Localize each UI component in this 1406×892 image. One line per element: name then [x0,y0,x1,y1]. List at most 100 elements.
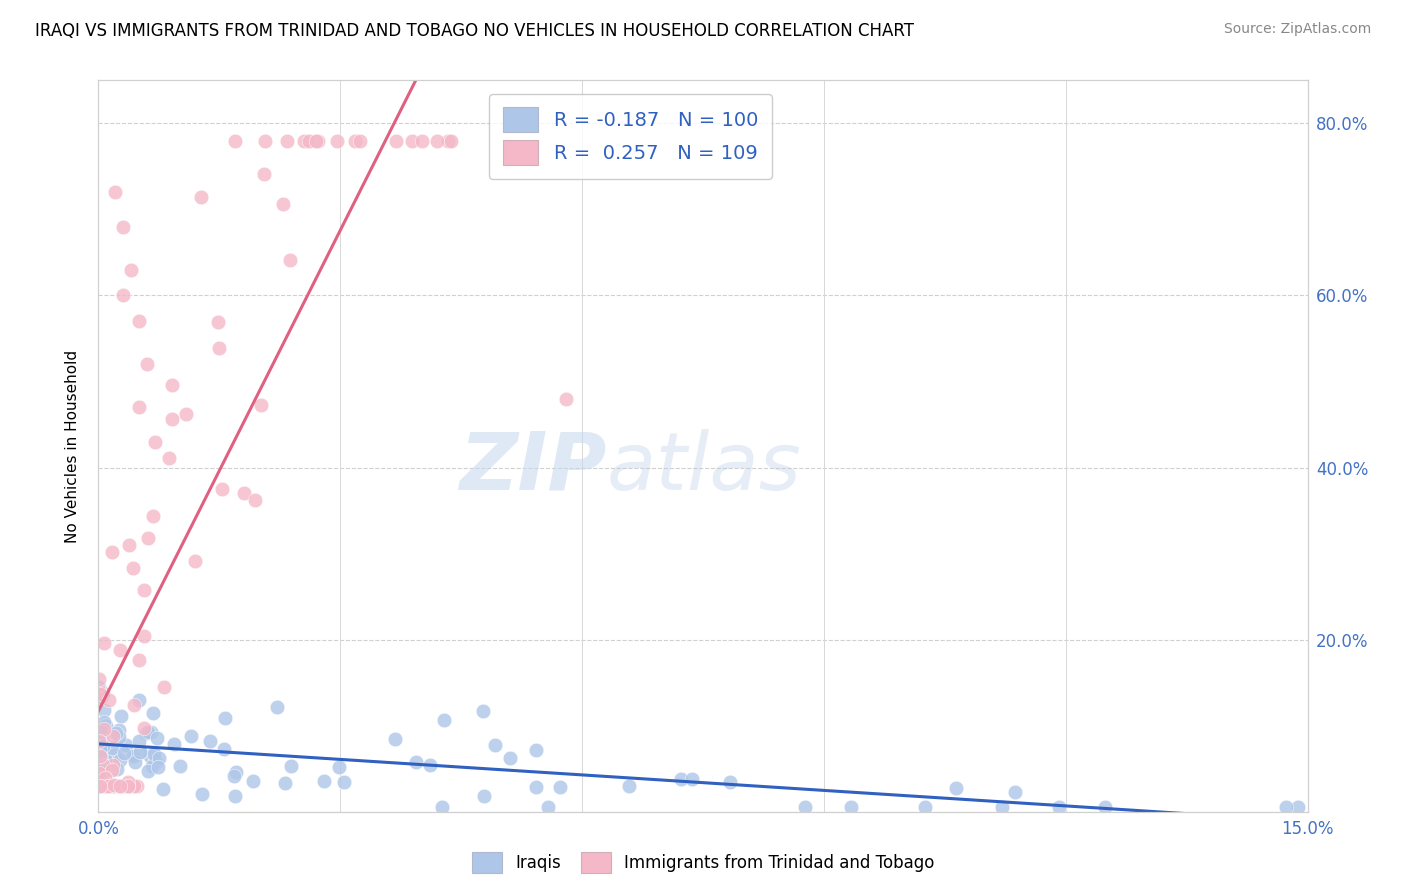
Point [117,774,139,789]
Point [124,698,146,713]
Point [124,756,146,770]
Point [107,779,129,793]
Point [152,781,174,796]
Point [524,743,547,757]
Point [274,775,297,789]
Point [89,779,111,793]
Point [401,134,423,148]
Point [100,545,122,559]
Point [111,219,134,234]
Point [124,747,146,762]
Point [91,756,114,771]
Point [190,189,212,203]
Point [191,787,214,801]
Point [1004,785,1026,799]
Point [87,779,110,793]
Point [484,738,506,752]
Point [89,779,111,793]
Point [112,779,135,793]
Text: Source: ZipAtlas.com: Source: ZipAtlas.com [1223,22,1371,37]
Point [87,779,110,793]
Legend: Iraqis, Immigrants from Trinidad and Tobago: Iraqis, Immigrants from Trinidad and Tob… [465,846,941,880]
Point [94,752,117,766]
Point [87,684,110,698]
Point [122,779,145,793]
Point [169,758,191,772]
Point [110,708,132,723]
Point [990,800,1012,814]
Point [114,738,136,752]
Point [101,779,124,793]
Point [232,486,254,500]
Point [100,779,122,793]
Point [135,726,157,740]
Point [87,779,110,793]
Point [90,779,112,793]
Point [93,779,115,793]
Point [103,779,125,793]
Point [108,779,131,793]
Point [87,779,110,793]
Point [132,629,155,643]
Point [87,769,110,783]
Point [136,531,159,545]
Point [93,685,115,699]
Point [266,699,288,714]
Point [174,407,197,421]
Point [153,681,176,695]
Point [90,738,112,752]
Point [108,730,131,744]
Point [225,765,247,780]
Point [1286,800,1309,814]
Point [437,134,460,148]
Point [128,745,150,759]
Point [143,754,166,768]
Point [326,134,349,148]
Point [91,739,114,753]
Point [440,134,463,148]
Point [91,745,114,759]
Y-axis label: No Vehicles in Household: No Vehicles in Household [65,350,80,542]
Point [105,762,128,776]
Point [253,134,276,148]
Point [681,772,703,787]
Point [87,681,110,695]
Point [125,779,148,793]
Point [141,759,163,773]
Point [298,134,321,148]
Point [87,779,110,793]
Point [108,643,131,657]
Point [101,758,124,772]
Point [142,706,165,720]
Point [1047,800,1070,814]
Point [96,719,118,733]
Point [101,763,124,777]
Point [89,766,111,780]
Point [146,760,169,774]
Point [128,745,150,759]
Point [426,134,449,148]
Point [96,779,118,793]
Point [384,732,406,747]
Point [103,185,125,199]
Point [111,288,134,302]
Point [87,779,110,793]
Point [548,780,571,794]
Point [385,134,408,148]
Point [333,775,356,789]
Point [89,779,111,793]
Point [97,779,120,793]
Text: ZIP: ZIP [458,429,606,507]
Point [405,756,427,770]
Point [93,723,115,737]
Point [198,734,221,748]
Point [89,779,111,793]
Point [411,134,433,148]
Point [87,779,110,793]
Point [117,779,139,793]
Point [117,779,139,793]
Point [524,780,547,795]
Point [93,772,115,786]
Point [107,723,129,737]
Point [472,789,495,803]
